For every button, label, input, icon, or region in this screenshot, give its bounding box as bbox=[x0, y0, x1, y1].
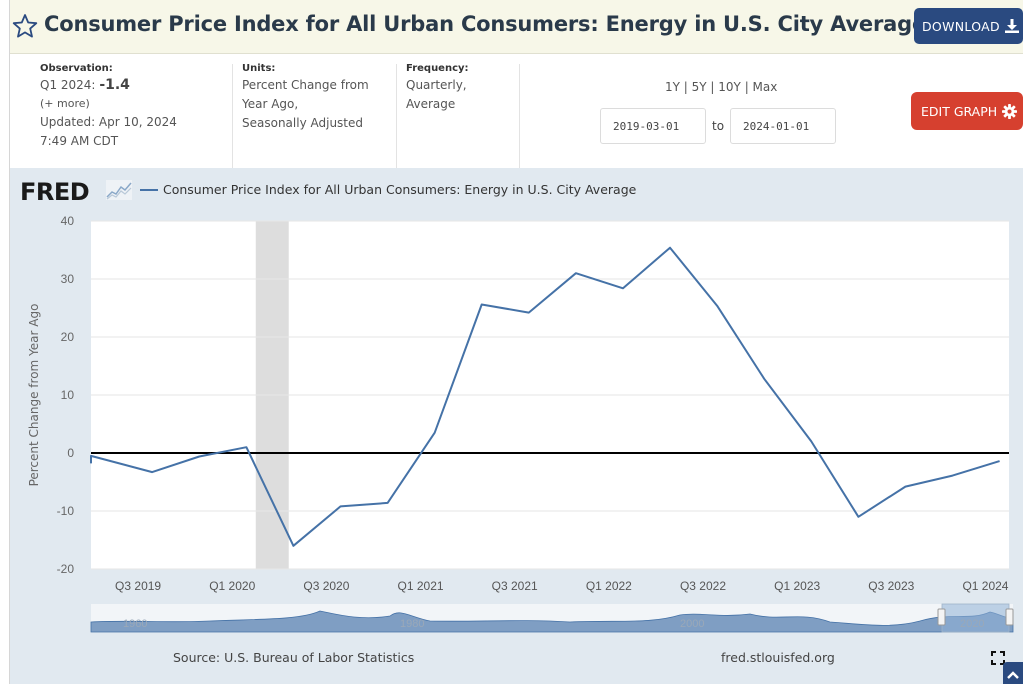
y-axis-label: Percent Change from Year Ago bbox=[27, 303, 41, 487]
observation-line: Q1 2024: -1.4 bbox=[40, 76, 177, 95]
scroll-to-top-button[interactable] bbox=[1003, 662, 1023, 684]
fullscreen-icon[interactable] bbox=[991, 651, 1005, 665]
chevron-up-icon bbox=[1007, 671, 1019, 679]
edit-graph-button[interactable]: EDIT GRAPH bbox=[911, 92, 1023, 130]
frequency-line-1: Quarterly, bbox=[406, 78, 467, 92]
units-block: Units: Percent Change from Year Ago, Sea… bbox=[242, 62, 382, 133]
legend-line-swatch bbox=[140, 189, 158, 191]
frequency-line-2: Average bbox=[406, 97, 456, 111]
fred-logo-chart-icon bbox=[106, 180, 132, 200]
frequency-label: Frequency: bbox=[406, 63, 469, 74]
units-line-3: Seasonally Adjusted bbox=[242, 116, 364, 130]
graph-panel bbox=[10, 168, 1023, 684]
observation-label: Observation: bbox=[40, 63, 113, 74]
download-label: DOWNLOAD bbox=[922, 18, 1000, 34]
observation-value: -1.4 bbox=[99, 77, 130, 93]
units-label: Units: bbox=[242, 63, 276, 74]
edit-graph-label: EDIT GRAPH bbox=[921, 103, 998, 119]
updated-time: 7:49 AM CDT bbox=[40, 134, 119, 148]
fred-logo: FRED bbox=[20, 178, 90, 206]
more-observations-link[interactable]: (+ more) bbox=[40, 97, 90, 110]
star-icon[interactable] bbox=[12, 13, 38, 39]
divider bbox=[232, 64, 233, 168]
date-to-label: to bbox=[712, 119, 725, 133]
divider bbox=[519, 64, 520, 168]
download-button[interactable]: DOWNLOAD bbox=[914, 8, 1023, 44]
page-title: Consumer Price Index for All Urban Consu… bbox=[44, 12, 991, 36]
updated-date: Updated: Apr 10, 2024 bbox=[40, 115, 177, 129]
observation-block: Observation: Q1 2024: -1.4 (+ more) Upda… bbox=[40, 62, 177, 151]
series-title: Consumer Price Index for All Urban Consu… bbox=[44, 12, 926, 36]
fred-url-link[interactable]: fred.stlouisfed.org bbox=[721, 650, 835, 665]
page-header: Consumer Price Index for All Urban Consu… bbox=[0, 0, 1023, 54]
source-credit: Source: U.S. Bureau of Labor Statistics bbox=[173, 650, 415, 665]
left-page-edge bbox=[0, 0, 10, 684]
end-date-input[interactable]: 2024-01-01 bbox=[730, 108, 836, 144]
units-line-2: Year Ago, bbox=[242, 97, 299, 111]
series-info-panel: Observation: Q1 2024: -1.4 (+ more) Upda… bbox=[10, 54, 1023, 168]
observation-period: Q1 2024: bbox=[40, 78, 96, 92]
download-icon bbox=[1004, 19, 1019, 33]
frequency-block: Frequency: Quarterly, Average bbox=[406, 62, 496, 114]
divider bbox=[396, 64, 397, 168]
gear-icon bbox=[1002, 103, 1018, 119]
start-date-input[interactable]: 2019-03-01 bbox=[600, 108, 706, 144]
range-links[interactable]: 1Y | 5Y | 10Y | Max bbox=[665, 80, 778, 94]
legend-label: Consumer Price Index for All Urban Consu… bbox=[163, 182, 637, 197]
units-line-1: Percent Change from bbox=[242, 78, 369, 92]
